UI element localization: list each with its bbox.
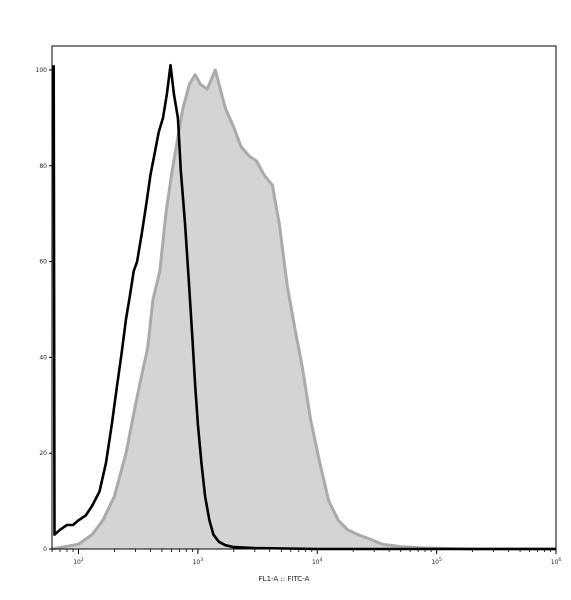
y-tick-label-20: 20 xyxy=(39,450,47,457)
x-tick-label-5: 105 xyxy=(431,557,442,566)
series-1-line xyxy=(52,63,556,551)
y-tick-label-0: 0 xyxy=(43,546,47,553)
series-0-area xyxy=(52,70,556,549)
x-axis-title: FL1-A :: FITC-A xyxy=(259,575,310,583)
axes-layer: 0 20 40 60 80 100 102 103 104 105 106 xyxy=(36,45,562,566)
x-tick-label-6: 106 xyxy=(551,557,562,566)
y-tick-label-80: 80 xyxy=(39,163,47,170)
y-tick-label-60: 60 xyxy=(39,259,47,266)
plot-frame xyxy=(51,45,557,550)
x-tick-label-2: 102 xyxy=(73,557,84,566)
y-tick-label-40: 40 xyxy=(39,354,47,361)
y-tick-label-100: 100 xyxy=(36,67,48,74)
x-tick-label-4: 104 xyxy=(312,557,323,566)
series-0-outline xyxy=(51,68,556,551)
x-tick-label-3: 103 xyxy=(193,557,204,566)
series-layer xyxy=(51,63,556,551)
